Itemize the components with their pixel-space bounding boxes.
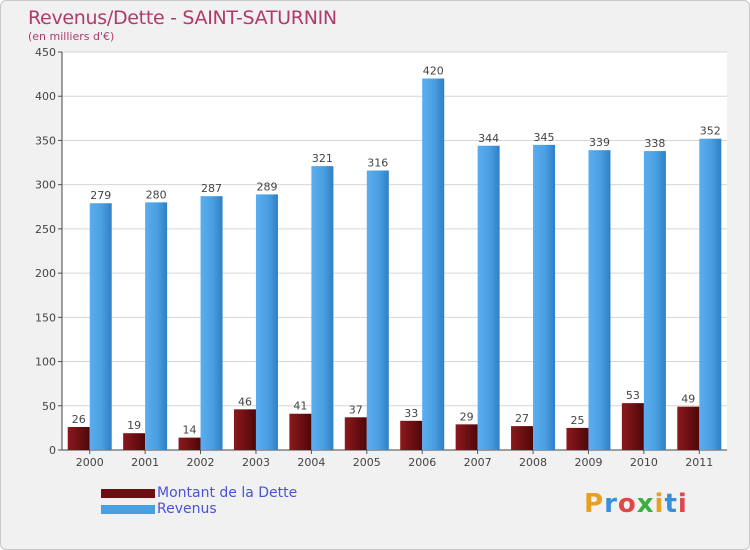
data-label-revenus-2008: 345 [534,131,555,144]
data-label-revenus-2006: 420 [423,65,444,78]
y-tick-label-250: 250 [35,223,56,236]
logo-letter-1: r [604,489,618,519]
bar-revenus-2009 [588,150,611,450]
bar-revenus-2005 [366,170,389,450]
y-tick-label-100: 100 [35,356,56,369]
bar-revenus-2007 [477,145,500,451]
data-label-dette-2003: 46 [238,395,252,408]
data-label-dette-2004: 41 [293,400,307,413]
x-tick-label-2005: 2005 [353,456,381,469]
bar-revenus-2006 [422,78,445,451]
bar-revenus-2002 [200,196,223,450]
bar-dette-2010 [621,403,644,450]
bar-dette-2007 [455,424,478,450]
data-label-dette-2011: 49 [681,393,695,406]
bar-dette-2009 [566,427,589,450]
data-label-revenus-2005: 316 [367,157,388,170]
x-tick-label-2009: 2009 [574,456,602,469]
bar-dette-2006 [400,420,423,450]
bar-revenus-2003 [255,194,278,450]
y-tick-label-200: 200 [35,267,56,280]
x-tick-label-2010: 2010 [630,456,658,469]
x-tick-label-2007: 2007 [464,456,492,469]
x-tick-label-2002: 2002 [187,456,215,469]
data-label-revenus-2010: 338 [644,137,665,150]
legend: Montant de la Dette Revenus [101,485,297,517]
legend-label-revenus: Revenus [157,501,217,517]
bar-dette-2002 [178,437,201,450]
x-tick-label-2004: 2004 [297,456,325,469]
data-label-revenus-2004: 321 [312,152,333,165]
data-label-dette-2001: 19 [127,419,141,432]
data-label-revenus-2000: 279 [90,189,111,202]
logo-letter-4: i [654,489,665,519]
logo-letter-0: P [584,489,605,519]
bar-dette-2000 [67,427,90,450]
bar-dette-2008 [511,426,534,450]
data-label-dette-2006: 33 [404,407,418,420]
data-label-revenus-2002: 287 [201,182,222,195]
data-label-revenus-2009: 339 [589,136,610,149]
proxiti-logo: Proxiti [584,489,688,519]
logo-letter-3: x [636,489,655,519]
x-tick-label-2001: 2001 [131,456,159,469]
bar-revenus-2011 [699,138,722,451]
bar-revenus-2001 [145,202,168,450]
chart-subtitle: (en milliers d'€) [28,30,115,43]
bar-dette-2011 [677,406,700,450]
data-label-dette-2000: 26 [72,413,86,426]
bar-revenus-2008 [533,144,556,450]
data-label-dette-2005: 37 [349,403,363,416]
y-tick-label-50: 50 [42,400,56,413]
x-tick-label-2008: 2008 [519,456,547,469]
bar-revenus-2010 [643,151,666,450]
data-label-revenus-2011: 352 [700,125,721,138]
data-label-revenus-2007: 344 [478,132,499,145]
bar-dette-2001 [123,433,146,450]
bar-dette-2004 [289,413,312,450]
logo-letter-2: o [617,489,637,519]
x-tick-label-2011: 2011 [685,456,713,469]
bar-dette-2003 [233,409,256,450]
bar-revenus-2000 [89,203,112,450]
legend-item-revenus: Revenus [101,501,297,517]
bar-revenus-2004 [311,166,334,451]
y-tick-label-300: 300 [35,179,56,192]
y-tick-label-0: 0 [49,444,56,457]
x-tick-label-2003: 2003 [242,456,270,469]
legend-label-dette: Montant de la Dette [157,485,298,501]
logo-letter-6: i [677,489,688,519]
data-label-dette-2007: 29 [460,410,474,423]
bar-dette-2005 [344,417,367,450]
x-tick-label-2006: 2006 [408,456,436,469]
chart-title: Revenus/Dette - SAINT-SATURNIN [28,7,337,29]
logo-letter-5: t [664,489,678,519]
data-label-revenus-2003: 289 [256,180,277,193]
y-tick-label-350: 350 [35,134,56,147]
data-label-dette-2009: 25 [570,414,584,427]
data-label-dette-2002: 14 [183,424,197,437]
legend-item-dette: Montant de la Dette [101,485,297,501]
data-label-dette-2008: 27 [515,412,529,425]
y-tick-label-150: 150 [35,311,56,324]
legend-swatch-revenus [101,504,155,514]
data-label-dette-2010: 53 [626,389,640,402]
y-tick-label-400: 400 [35,90,56,103]
y-tick-label-450: 450 [35,46,56,59]
data-label-revenus-2001: 280 [146,188,167,201]
plot-area [62,52,727,450]
x-tick-label-2000: 2000 [76,456,104,469]
legend-swatch-dette [101,488,155,498]
